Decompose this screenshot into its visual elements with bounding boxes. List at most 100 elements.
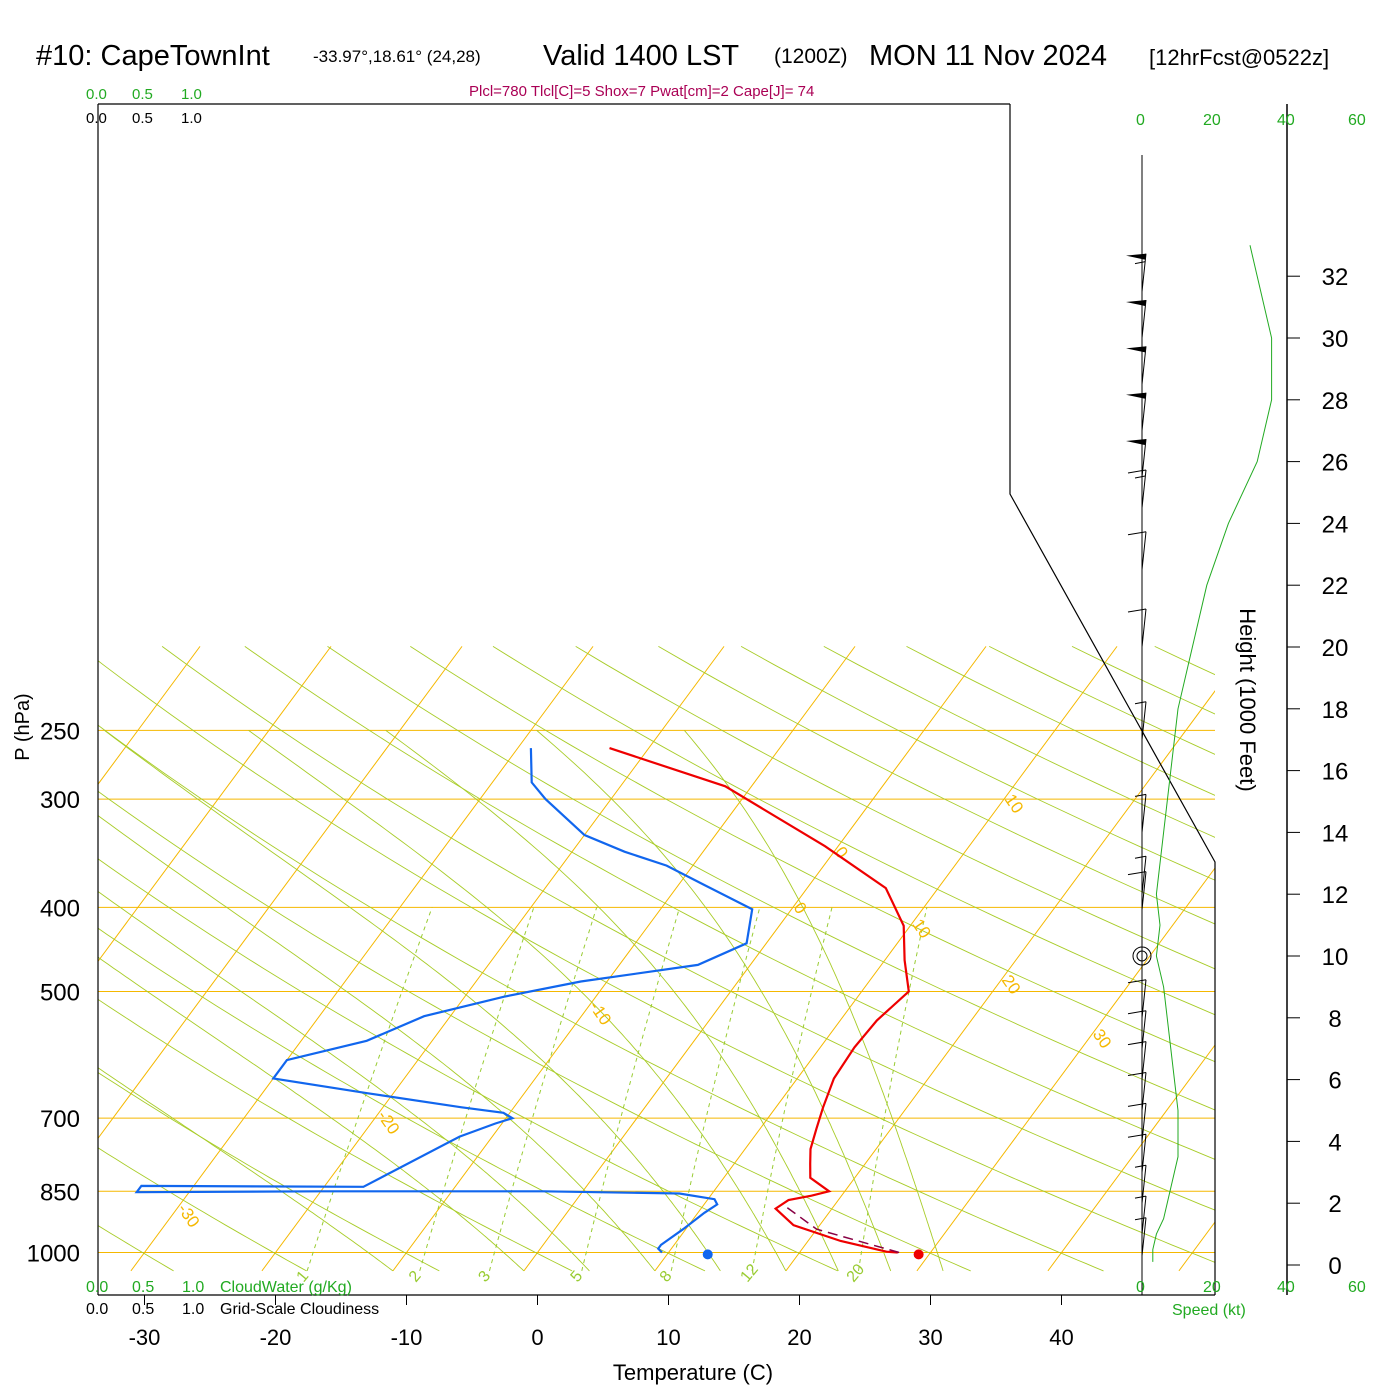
pressure-tick-400: 400 bbox=[40, 895, 80, 922]
wind-barb-19 bbox=[1126, 299, 1147, 339]
isotherm-label-3: -20 bbox=[374, 1107, 404, 1138]
barb-full bbox=[1127, 1102, 1147, 1107]
isotherm--60 bbox=[98, 646, 201, 786]
temp-tick-label--20: -20 bbox=[260, 1325, 292, 1350]
cloudiness-bottom-tick-2: 1.0 bbox=[182, 1301, 204, 1318]
barb-half bbox=[1134, 701, 1147, 705]
pressure-tick-300: 300 bbox=[40, 787, 80, 814]
isotherm-0 bbox=[523, 646, 987, 1272]
isotherm-label-0: 10 bbox=[1001, 790, 1027, 816]
isotherm-label-6: 10 bbox=[908, 915, 934, 941]
height-tick-label-20: 20 bbox=[1322, 635, 1349, 662]
barb-full bbox=[1127, 1041, 1147, 1046]
wind-barb-1 bbox=[1134, 1195, 1147, 1235]
cloudiness-bottom-tick-1: 0.5 bbox=[132, 1301, 154, 1318]
pressure-tick-700: 700 bbox=[40, 1106, 80, 1133]
mixing-ratio-2 bbox=[419, 907, 535, 1272]
barb-staff bbox=[1141, 1103, 1147, 1142]
height-tick-label-16: 16 bbox=[1322, 759, 1349, 786]
wind-barb-16 bbox=[1126, 438, 1147, 478]
height-tick-label-12: 12 bbox=[1322, 882, 1349, 909]
wind-barb-8 bbox=[1127, 979, 1147, 1018]
moist-adiabat-24 bbox=[385, 730, 839, 1272]
x-axis-title: Temperature (C) bbox=[613, 1360, 773, 1385]
height-tick-label-6: 6 bbox=[1328, 1068, 1341, 1095]
wind-scale-bottom-0: 0 bbox=[1136, 1279, 1145, 1296]
height-tick-label-22: 22 bbox=[1322, 573, 1349, 600]
y-axis-title: P (hPa) bbox=[12, 693, 34, 760]
wind-barb-14 bbox=[1127, 531, 1147, 570]
barb-staff bbox=[1141, 1041, 1147, 1080]
cloudiness-label: Grid-Scale Cloudiness bbox=[220, 1301, 379, 1318]
temp-tick-label-20: 20 bbox=[787, 1325, 811, 1350]
wind-barb-13 bbox=[1127, 608, 1147, 648]
parcel-line bbox=[782, 1203, 900, 1254]
height-tick-label-28: 28 bbox=[1322, 388, 1349, 415]
pressure-tick-850: 850 bbox=[40, 1179, 80, 1206]
mixing-ratio-label-2: 2 bbox=[406, 1268, 425, 1286]
stability-params: Plcl=780 Tlcl[C]=5 Shox=7 Pwat[cm]=2 Cap… bbox=[469, 83, 815, 100]
dry-adiabat-393 bbox=[658, 646, 1215, 925]
temp-tick-label--30: -30 bbox=[129, 1325, 161, 1350]
barb-staff bbox=[1141, 438, 1147, 478]
barb-half bbox=[1134, 261, 1146, 265]
pressure-tick-500: 500 bbox=[40, 979, 80, 1006]
isotherm--10 bbox=[392, 646, 856, 1272]
isotherm-20 bbox=[785, 690, 1215, 1272]
station-title: #10: CapeTownInt bbox=[36, 40, 270, 72]
wind-barb-9 bbox=[1127, 871, 1147, 910]
dry-adiabat-463 bbox=[1237, 646, 1400, 1271]
dry-adiabat-353 bbox=[327, 646, 1215, 1111]
isotherm-label-2: -10 bbox=[585, 998, 615, 1029]
isotherm-label-1: 0 bbox=[790, 899, 811, 918]
isotherm-30 bbox=[916, 867, 1215, 1272]
barb-staff bbox=[1141, 1072, 1147, 1111]
height-tick-label-18: 18 bbox=[1322, 697, 1349, 724]
mixing-ratio-5 bbox=[581, 907, 681, 1272]
static-labels: 0.0 0.5 1.0 0.0 0.5 1.0 0.0 0.5 1.0 Clou… bbox=[12, 86, 1366, 1385]
station-coords: -33.97°,18.61° (24,28) bbox=[313, 47, 481, 66]
moist-adiabat-10 bbox=[98, 814, 656, 1272]
wind-scale-top-20: 20 bbox=[1203, 112, 1221, 129]
dry-adiabat-363 bbox=[410, 646, 1215, 1063]
barb-full bbox=[1127, 469, 1147, 474]
dry-adiabat-413 bbox=[823, 646, 1215, 838]
wind-barb-20 bbox=[1126, 253, 1147, 292]
barb-staff bbox=[1141, 1134, 1147, 1173]
height-tick-label-26: 26 bbox=[1322, 450, 1349, 477]
wind-scale-top-60: 60 bbox=[1348, 112, 1366, 129]
isotherm--30 bbox=[130, 646, 594, 1272]
moist-adiabat-15 bbox=[104, 730, 721, 1272]
wind-scale-top-0: 0 bbox=[1136, 112, 1145, 129]
barb-staff bbox=[1141, 979, 1147, 1018]
cloudiness-tick-1: 0.5 bbox=[132, 110, 153, 127]
moist-adiabat-32 bbox=[684, 730, 944, 1272]
calm-marker-inner bbox=[1136, 950, 1148, 962]
isotherm-label-7: 20 bbox=[998, 971, 1024, 997]
moist-adiabat--10 bbox=[98, 1067, 394, 1272]
barb-staff bbox=[1141, 701, 1147, 740]
cloudwater-bottom-tick-0: 0.0 bbox=[86, 1279, 108, 1296]
barb-staff bbox=[1141, 253, 1147, 292]
barb-staff bbox=[1141, 1165, 1147, 1204]
wind-scale-bottom-40: 40 bbox=[1277, 1279, 1295, 1296]
barb-staff bbox=[1141, 299, 1147, 339]
height-tick-label-24: 24 bbox=[1322, 511, 1349, 538]
valid-date: MON 11 Nov 2024 bbox=[869, 40, 1108, 72]
height-tick-label-8: 8 bbox=[1328, 1006, 1341, 1033]
barb-half bbox=[1134, 793, 1147, 797]
wind-barb-10 bbox=[1134, 855, 1147, 895]
barb-flag bbox=[1126, 300, 1146, 306]
cloudiness-bottom-tick-0: 0.0 bbox=[86, 1301, 108, 1318]
barb-half bbox=[1134, 855, 1147, 859]
dry-adiabat-283 bbox=[98, 927, 706, 1272]
height-tick-label-14: 14 bbox=[1322, 820, 1349, 847]
temp-tick-label-40: 40 bbox=[1049, 1325, 1073, 1350]
wind-barb-15 bbox=[1127, 469, 1147, 509]
wind-barb-0 bbox=[1134, 1217, 1147, 1256]
mixing-ratio-20 bbox=[858, 907, 928, 1271]
barb-staff bbox=[1141, 531, 1147, 570]
